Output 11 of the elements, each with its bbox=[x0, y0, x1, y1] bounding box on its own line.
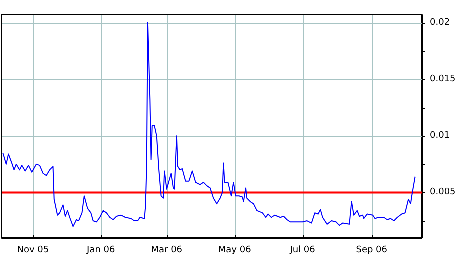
line-series bbox=[2, 22, 416, 228]
x-tick-label: May 06 bbox=[218, 246, 252, 256]
x-tick-label: Nov 05 bbox=[17, 246, 50, 256]
x-tick-label: Sep 06 bbox=[356, 246, 388, 256]
x-tick-label: Jan 06 bbox=[86, 246, 116, 256]
y-tick-label: 0.005 bbox=[430, 188, 456, 198]
y-tick-label: 0.02 bbox=[430, 18, 450, 28]
x-tick-label: Jul 06 bbox=[289, 246, 316, 256]
x-tick-label: Mar 06 bbox=[151, 246, 183, 256]
y-tick-label: 0.01 bbox=[430, 131, 450, 142]
y-tick-label: 0.015 bbox=[430, 74, 456, 85]
